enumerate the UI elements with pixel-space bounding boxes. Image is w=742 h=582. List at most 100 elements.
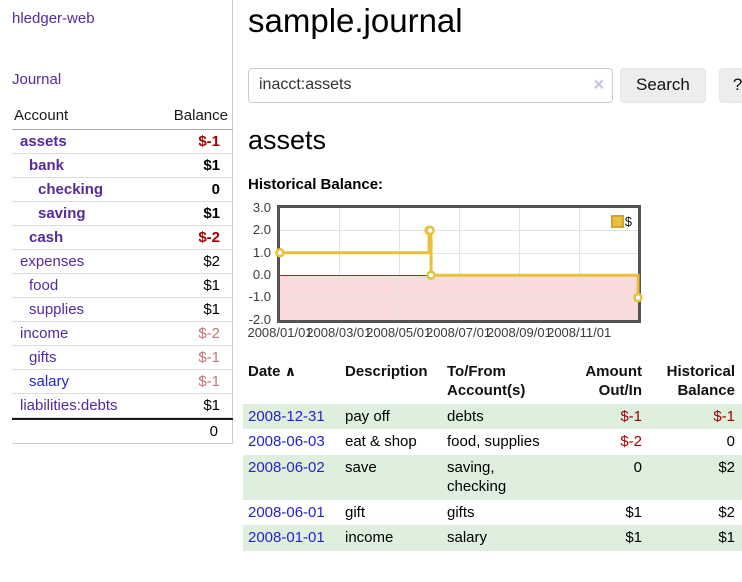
account-link-food[interactable]: food bbox=[29, 277, 59, 294]
v-gridline bbox=[458, 207, 460, 320]
account-table-header: Account Balance bbox=[12, 103, 233, 130]
chart-legend: $ bbox=[608, 212, 634, 230]
account-link-cash[interactable]: cash bbox=[29, 229, 64, 246]
sidebar-account-row: food $1 bbox=[12, 274, 233, 298]
transaction-accounts: gifts bbox=[447, 503, 475, 521]
register-header-row: Date ∧ Description To/From Account(s) Am… bbox=[243, 359, 742, 404]
account-balance: $-2 bbox=[198, 229, 220, 246]
page-title: sample.journal bbox=[248, 2, 463, 39]
x-axis-tick-label: 2008/01/01 bbox=[247, 324, 313, 340]
y-axis-tick-label: 2.0 bbox=[252, 222, 271, 238]
v-gridline bbox=[398, 207, 400, 320]
search-input[interactable] bbox=[248, 67, 613, 103]
account-link-expenses[interactable]: expenses bbox=[20, 253, 85, 270]
sidebar-account-row: gifts $-1 bbox=[12, 346, 233, 370]
register-row: 2008-12-31 pay off debts $-1 $-1 bbox=[243, 403, 742, 430]
account-balance: $-2 bbox=[198, 325, 220, 342]
transaction-date-link[interactable]: 2008-12-31 bbox=[248, 407, 325, 425]
data-point-marker bbox=[633, 292, 643, 303]
search-button[interactable]: Search bbox=[620, 67, 706, 103]
sidebar-account-row: assets $-1 bbox=[12, 130, 233, 154]
transaction-balance: $2 bbox=[646, 454, 742, 500]
account-balance: $1 bbox=[203, 277, 220, 294]
account-link-income[interactable]: income bbox=[20, 325, 69, 342]
account-link-salary[interactable]: salary bbox=[29, 373, 70, 390]
transaction-date-link[interactable]: 2008-06-01 bbox=[248, 503, 325, 521]
account-heading: assets bbox=[248, 124, 327, 155]
account-balance: $-1 bbox=[198, 373, 220, 390]
transaction-amount: $-1 bbox=[559, 403, 646, 430]
sidebar-account-row: income $-2 bbox=[12, 322, 233, 346]
data-point-marker bbox=[425, 225, 435, 235]
account-balance: $-1 bbox=[198, 349, 220, 366]
transaction-amount: 0 bbox=[559, 454, 646, 500]
transaction-date-link[interactable]: 2008-06-02 bbox=[248, 458, 325, 476]
account-total-value: 0 bbox=[209, 423, 218, 440]
sidebar: hledger-web Journal Account Balance asse… bbox=[0, 0, 233, 444]
column-header-description: Description bbox=[345, 362, 428, 380]
sidebar-account-row: supplies $1 bbox=[12, 298, 233, 322]
transaction-date-link[interactable]: 2008-01-01 bbox=[248, 529, 325, 547]
register-row: 2008-06-01 gift gifts $1 $2 bbox=[243, 500, 742, 526]
transaction-amount: $1 bbox=[625, 503, 642, 521]
v-gridline bbox=[579, 207, 581, 320]
account-balance: $2 bbox=[203, 253, 220, 270]
transaction-description: eat & shop bbox=[345, 433, 417, 451]
y-axis-tick-label: 0.0 bbox=[252, 266, 271, 282]
search-form: × Search ? bbox=[248, 67, 742, 103]
transaction-description: gift bbox=[345, 503, 366, 521]
account-balance: $1 bbox=[203, 397, 220, 414]
register-table: Date ∧ Description To/From Account(s) Am… bbox=[243, 359, 742, 551]
sidebar-item-journal[interactable]: Journal bbox=[12, 71, 62, 88]
sidebar-account-row: saving $1 bbox=[12, 202, 233, 226]
x-axis-tick-label: 2008/07/01 bbox=[425, 324, 492, 340]
transaction-description: pay off bbox=[345, 403, 447, 430]
account-balance-table: Account Balance assets $-1 bank $1 checking 0… bbox=[12, 103, 233, 444]
clear-search-icon[interactable]: × bbox=[593, 75, 604, 96]
sidebar-account-row: salary $-1 bbox=[12, 370, 233, 394]
y-axis-tick-label: -1.0 bbox=[248, 289, 271, 305]
transaction-balance: $2 bbox=[718, 503, 735, 521]
data-point-marker bbox=[275, 247, 285, 258]
account-link-liabilities-debts[interactable]: liabilities:debts bbox=[20, 397, 118, 414]
historical-balance-chart: $ 3.0 2.0 1.0 0.0 -1.0 -2.0 2008/01/01 2008/03/… bbox=[247, 195, 742, 343]
transaction-description: income bbox=[345, 525, 447, 551]
account-link-assets[interactable]: assets bbox=[20, 133, 67, 150]
transaction-date-link[interactable]: 2008-06-03 bbox=[248, 433, 325, 451]
column-header-balance: Historical Balance bbox=[666, 362, 735, 400]
transaction-balance: $1 bbox=[646, 525, 742, 551]
y-axis-tick-label: 3.0 bbox=[252, 199, 271, 215]
account-link-saving[interactable]: saving bbox=[38, 205, 86, 222]
transaction-amount: $-2 bbox=[620, 433, 642, 451]
sidebar-account-row: expenses $2 bbox=[12, 250, 233, 274]
sidebar-account-row: cash $-2 bbox=[12, 226, 233, 250]
transaction-amount: $1 bbox=[559, 525, 646, 551]
account-link-checking[interactable]: checking bbox=[38, 181, 104, 198]
transaction-balance: 0 bbox=[726, 433, 735, 451]
sidebar-account-row: liabilities:debts $1 bbox=[12, 394, 233, 418]
account-balance: 0 bbox=[211, 181, 220, 198]
transaction-description: save bbox=[345, 454, 447, 500]
column-header-accounts: To/From Account(s) bbox=[447, 362, 526, 400]
sidebar-account-row: checking 0 bbox=[12, 178, 233, 202]
transaction-balance: $-1 bbox=[646, 403, 742, 430]
account-link-gifts[interactable]: gifts bbox=[29, 349, 57, 366]
account-column-header: Account bbox=[14, 107, 69, 124]
column-header-amount: Amount Out/In bbox=[585, 362, 642, 400]
legend-swatch-icon bbox=[610, 214, 624, 228]
app-title-link[interactable]: hledger-web bbox=[12, 10, 95, 27]
data-point-marker bbox=[426, 270, 436, 280]
transaction-accounts: saving, checking bbox=[447, 454, 559, 500]
account-total-row: 0 bbox=[12, 418, 233, 444]
y-axis-tick-label: -2.0 bbox=[248, 311, 271, 327]
legend-label: $ bbox=[624, 213, 632, 229]
x-axis-tick-label: 2008/03/01 bbox=[306, 324, 372, 340]
balance-column-header: Balance bbox=[173, 107, 228, 124]
help-button[interactable]: ? bbox=[718, 67, 742, 103]
transaction-accounts: salary bbox=[447, 525, 559, 551]
account-balance: $1 bbox=[203, 301, 220, 318]
main-content: sample.journal × Search ? assets Histori… bbox=[233, 0, 742, 551]
account-link-bank[interactable]: bank bbox=[29, 157, 65, 174]
account-link-supplies[interactable]: supplies bbox=[29, 301, 85, 318]
x-axis-tick-label: 2008/11/01 bbox=[547, 324, 612, 340]
